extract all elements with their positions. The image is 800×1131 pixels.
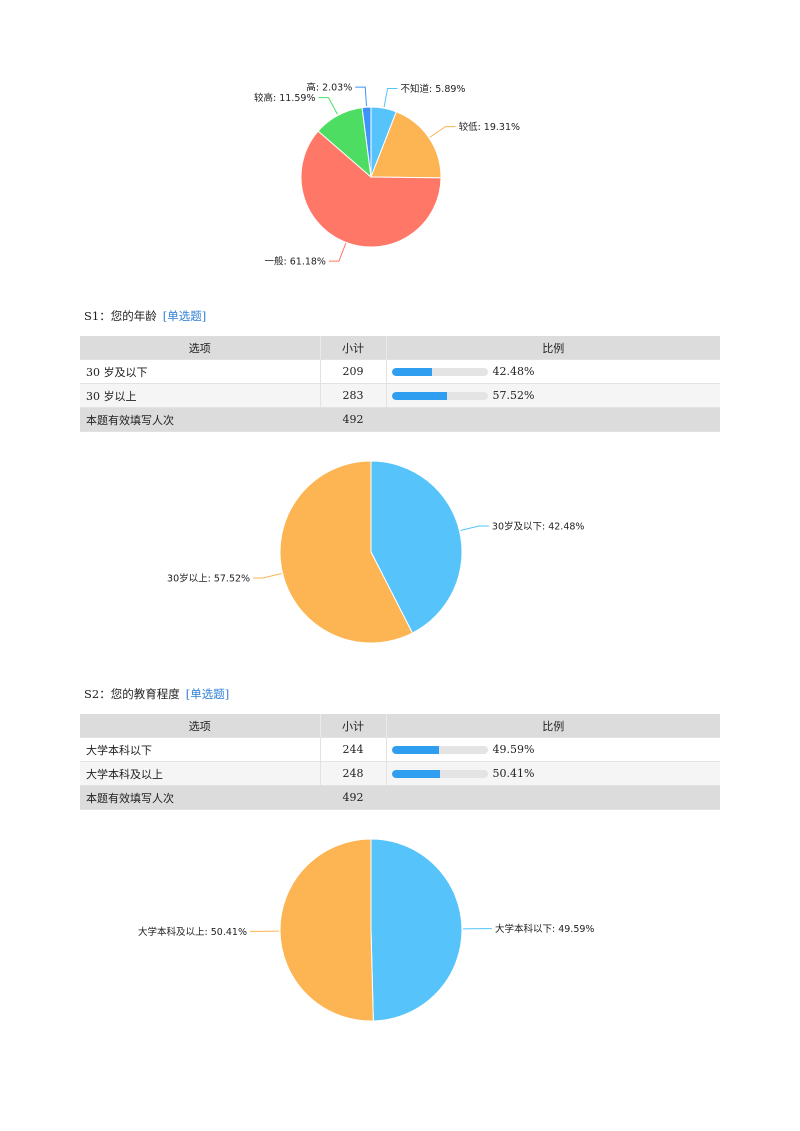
pie-slice xyxy=(279,460,414,644)
progress-bar xyxy=(391,745,488,754)
question-s2-title: S2：您的教育程度 [单选题] xyxy=(84,686,229,702)
question-type-link[interactable]: [单选题] xyxy=(185,687,230,701)
total-count: 492 xyxy=(320,785,386,810)
pie-chart-1-container: 不知道: 5.89% 较低: 19.31% 一般: 61.18% 较高: 11.59%… xyxy=(0,70,800,285)
count-cell: 248 xyxy=(320,761,387,786)
stats-table-s1: 选项 小计 比例 30 岁及以下 209 42.48% 30 岁以上 283 5… xyxy=(80,336,720,432)
percent-text: 49.59% xyxy=(492,743,535,757)
pie-slice xyxy=(370,111,442,179)
pie-slice-label: 大学本科以下: 49.59% xyxy=(495,923,594,935)
table-row: 30 岁及以下 209 42.48% xyxy=(80,359,720,384)
progress-bar xyxy=(391,391,488,400)
pie-leader-line xyxy=(429,126,456,138)
percent-text: 57.52% xyxy=(492,389,535,403)
header-option: 选项 xyxy=(80,336,321,360)
pie-chart-3-container: 大学本科以下: 49.59% 大学本科及以上: 50.41% xyxy=(0,830,800,1035)
table-row: 大学本科及以上 248 50.41% xyxy=(80,761,720,786)
ratio-cell: 49.59% xyxy=(386,737,720,762)
header-count: 小计 xyxy=(320,336,387,360)
table-row: 大学本科以下 244 49.59% xyxy=(80,737,720,762)
pie-slice xyxy=(361,106,372,178)
progress-bar-fill xyxy=(391,769,440,778)
header-ratio: 比例 xyxy=(386,714,720,738)
ratio-cell: 42.48% xyxy=(386,359,720,384)
progress-bar xyxy=(391,367,488,376)
total-label: 本题有效填写人次 xyxy=(80,407,320,432)
pie-slice-label: 30岁以上: 57.52% xyxy=(167,572,250,584)
header-count: 小计 xyxy=(320,714,387,738)
pie-leader-line xyxy=(355,86,367,107)
pie-leader-line xyxy=(318,97,338,115)
count-cell: 244 xyxy=(320,737,387,762)
pie-chart-1: 不知道: 5.89% 较低: 19.31% 一般: 61.18% 较高: 11.59%… xyxy=(254,82,520,268)
pie-chart-2-container: 30岁及以下: 42.48% 30岁以上: 57.52% xyxy=(0,452,800,657)
question-s1-title: S1：您的年龄 [单选题] xyxy=(84,308,206,324)
pie-leader-line xyxy=(328,243,347,262)
pie-leader-line xyxy=(460,525,489,531)
progress-bar-fill xyxy=(391,391,447,400)
pie-slice xyxy=(370,460,463,634)
stats-table-s2: 选项 小计 比例 大学本科以下 244 49.59% 大学本科及以上 248 5… xyxy=(80,714,720,810)
pie-leader-line xyxy=(383,88,398,108)
ratio-cell: 57.52% xyxy=(386,383,720,408)
option-cell: 30 岁以上 xyxy=(80,383,321,408)
total-label: 本题有效填写人次 xyxy=(80,785,320,810)
header-ratio: 比例 xyxy=(386,336,720,360)
total-row: 本题有效填写人次 492 xyxy=(80,785,720,810)
count-cell: 283 xyxy=(320,383,387,408)
pie-chart-2: 30岁及以下: 42.48% 30岁以上: 57.52% xyxy=(167,460,585,644)
total-count: 492 xyxy=(320,407,386,432)
pie-chart-3: 大学本科以下: 49.59% 大学本科及以上: 50.41% xyxy=(138,838,594,1022)
question-title: S2：您的教育程度 xyxy=(84,687,180,701)
option-cell: 大学本科及以上 xyxy=(80,761,321,786)
pie-slice xyxy=(279,838,374,1022)
question-title: S1：您的年龄 xyxy=(84,309,157,323)
pie-slice xyxy=(300,130,442,248)
pie-slice-label: 高: 2.03% xyxy=(306,82,352,94)
pie-slice-label: 较低: 19.31% xyxy=(459,121,520,133)
percent-text: 50.41% xyxy=(492,767,535,781)
pie-leader-line xyxy=(253,573,282,579)
progress-bar-fill xyxy=(391,367,433,376)
question-type-link[interactable]: [单选题] xyxy=(162,309,207,323)
progress-bar-fill xyxy=(391,745,440,754)
pie-slice-label: 大学本科及以上: 50.41% xyxy=(138,926,247,938)
option-cell: 大学本科以下 xyxy=(80,737,321,762)
pie-slice-label: 不知道: 5.89% xyxy=(401,83,466,95)
pie-slice-label: 较高: 11.59% xyxy=(254,92,315,104)
table-row: 30 岁以上 283 57.52% xyxy=(80,383,720,408)
percent-text: 42.48% xyxy=(492,365,535,379)
count-cell: 209 xyxy=(320,359,387,384)
header-option: 选项 xyxy=(80,714,321,738)
ratio-cell: 50.41% xyxy=(386,761,720,786)
option-cell: 30 岁及以下 xyxy=(80,359,321,384)
total-row: 本题有效填写人次 492 xyxy=(80,407,720,432)
pie-slice-label: 一般: 61.18% xyxy=(265,256,326,268)
pie-slice xyxy=(370,838,463,1022)
progress-bar xyxy=(391,769,488,778)
pie-slice-label: 30岁及以下: 42.48% xyxy=(492,521,585,533)
